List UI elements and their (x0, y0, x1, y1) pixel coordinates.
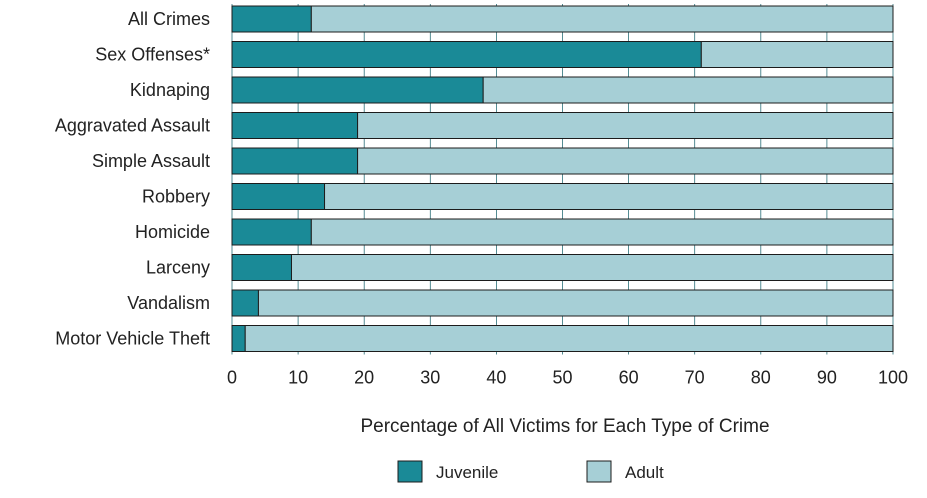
x-tick-label-10: 100 (878, 368, 908, 388)
bar-adult-4 (357, 147, 894, 175)
bar-juvenile-1 (231, 41, 702, 68)
bar-adult-9 (244, 325, 894, 352)
x-tick-label-5: 50 (552, 368, 572, 388)
x-tick-label-0: 0 (227, 368, 237, 388)
category-label-3: Aggravated Assault (55, 116, 210, 136)
category-label-6: Homicide (135, 222, 210, 242)
x-tick-label-4: 40 (486, 368, 506, 388)
bar-juvenile-0 (231, 5, 312, 33)
x-tick-labels: 0 10 20 30 40 50 60 70 80 90 100 (227, 368, 908, 388)
x-tick-label-8: 80 (751, 368, 771, 388)
bar-adult-2 (482, 76, 894, 104)
bar-adult-8 (257, 289, 894, 317)
category-label-9: Motor Vehicle Theft (55, 329, 210, 349)
legend-label-juvenile: Juvenile (436, 463, 498, 482)
bar-juvenile-4 (231, 147, 359, 175)
x-tick-label-7: 70 (685, 368, 705, 388)
category-label-1: Sex Offenses* (95, 45, 210, 65)
category-labels: All Crimes Sex Offenses* Kidnaping Aggravat… (55, 9, 210, 349)
legend-swatch-adult (586, 460, 612, 483)
category-label-8: Vandalism (127, 293, 210, 313)
bar-adult-7 (290, 254, 894, 281)
bar-juvenile-8 (231, 289, 259, 317)
x-axis-title: Percentage of All Victims for Each Type … (360, 416, 769, 437)
bar-adult-1 (700, 41, 894, 68)
bar-juvenile-9 (231, 325, 246, 352)
category-label-2: Kidnaping (130, 80, 210, 100)
legend-swatch-juvenile (397, 460, 423, 483)
bar-adult-6 (310, 218, 894, 246)
bar-adult-0 (310, 5, 894, 33)
legend-label-adult: Adult (625, 463, 664, 482)
bar-juvenile-5 (231, 183, 326, 210)
bar-juvenile-3 (231, 112, 359, 139)
bars (231, 5, 894, 352)
bar-juvenile-7 (231, 254, 292, 281)
x-tick-label-1: 10 (288, 368, 308, 388)
category-label-4: Simple Assault (92, 151, 210, 171)
legend: Juvenile Adult (397, 460, 664, 483)
category-label-0: All Crimes (128, 9, 210, 29)
x-tick-label-6: 60 (619, 368, 639, 388)
bar-juvenile-6 (231, 218, 312, 246)
bar-adult-3 (357, 112, 894, 139)
x-tick-label-3: 30 (420, 368, 440, 388)
bar-adult-5 (324, 183, 894, 210)
x-tick-label-2: 20 (354, 368, 374, 388)
bar-juvenile-2 (231, 76, 484, 104)
category-label-7: Larceny (146, 258, 210, 278)
category-label-5: Robbery (142, 187, 210, 207)
x-tick-label-9: 90 (817, 368, 837, 388)
